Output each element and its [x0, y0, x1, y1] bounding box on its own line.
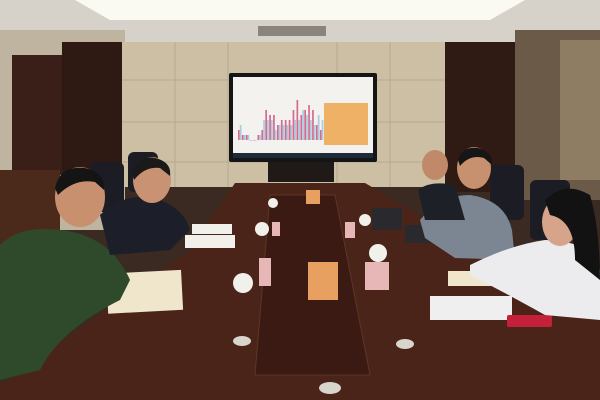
microphones: [233, 336, 414, 394]
chair: [490, 165, 524, 220]
name-plates: [259, 222, 389, 290]
screen-chart-bar: [300, 115, 303, 140]
ceiling-light: [75, 0, 525, 20]
screen-chart-bar: [243, 135, 246, 140]
screen-chart-bar: [265, 110, 267, 140]
tissue-box: [308, 262, 338, 300]
paper: [192, 224, 232, 234]
left-door: [12, 55, 64, 175]
left-wood-panel: [62, 42, 124, 182]
screen-chart-bar: [313, 125, 316, 140]
laptop: [372, 208, 402, 230]
screen-chart-bar: [282, 125, 285, 140]
screen-chart-bar: [298, 120, 300, 140]
screen-chart-bar: [274, 130, 277, 140]
screen-text-box: [324, 103, 368, 145]
screen-chart-bar: [241, 135, 244, 140]
person-back-right: [418, 150, 465, 220]
screen-chart-bar: [249, 140, 252, 141]
screen-chart-bar: [306, 115, 308, 140]
person-white-shirt: [470, 188, 600, 320]
screen-chart-bar: [269, 115, 271, 140]
screen-chart-bar: [271, 120, 273, 140]
screen-chart-bar: [247, 135, 250, 140]
screen-chart-bar: [292, 110, 295, 140]
person-green-jacket: [0, 167, 130, 380]
screen-chart-bar: [261, 130, 264, 140]
ceiling-vent: [258, 26, 326, 36]
right-curtain: [560, 40, 600, 180]
screen-chart-bar: [296, 100, 299, 140]
screen-chart-bar: [263, 120, 265, 140]
screen-chart-bar: [280, 120, 283, 140]
screen-chart-bar: [277, 125, 279, 140]
screen-chart-bar: [255, 140, 258, 141]
screen-chart-bar: [312, 110, 314, 140]
screen-chart-bar: [238, 130, 240, 140]
screen-chart-bar: [267, 120, 269, 140]
screen-chart-bar: [286, 125, 289, 140]
teacups: [233, 198, 387, 293]
screen-chart-bar: [251, 140, 254, 141]
screen-chart-bar: [278, 125, 281, 140]
screen-chart-bar: [290, 125, 293, 140]
person-dark-suit: [100, 157, 190, 255]
tv-taskbar: [233, 153, 373, 158]
screen-chart-bar: [321, 120, 324, 140]
screen-chart: [238, 100, 324, 141]
tissue-box: [306, 190, 320, 204]
screen-chart-bar: [317, 115, 320, 140]
screen-chart-bar: [239, 125, 242, 140]
screen-chart-bar: [310, 120, 312, 140]
screen-chart-bar: [304, 110, 306, 140]
paper: [185, 235, 235, 248]
screen-chart-bar: [302, 110, 304, 140]
screen-chart-bar: [273, 115, 275, 140]
screen-chart-bar: [245, 135, 248, 140]
notebook: [430, 296, 512, 320]
screen-chart-bar: [253, 140, 256, 141]
screen-chart-bar: [288, 120, 291, 140]
screen-chart-bar: [257, 135, 260, 140]
screen-chart-bar: [259, 135, 261, 140]
screen-chart-bar: [319, 130, 322, 140]
tv-stand: [268, 162, 334, 182]
screen-chart-bar: [316, 125, 318, 140]
screen-chart-bar: [308, 105, 310, 140]
phone: [507, 315, 552, 327]
screen-chart-bar: [284, 120, 287, 140]
screen-chart-bar: [294, 120, 297, 140]
